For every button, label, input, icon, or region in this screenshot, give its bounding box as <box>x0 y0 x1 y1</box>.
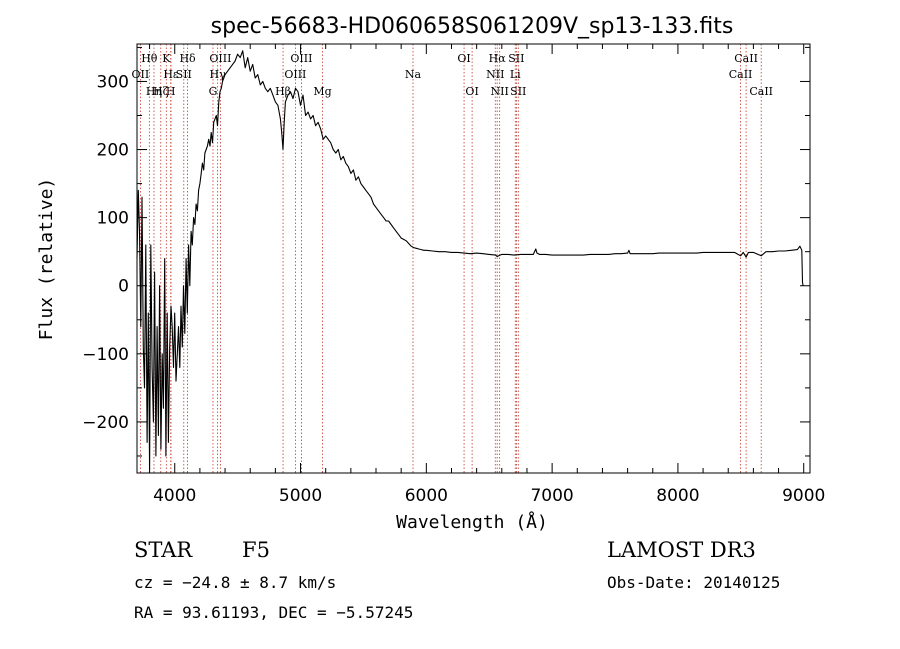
spectrum-line <box>136 50 804 471</box>
line-label-25: CaII <box>729 68 753 81</box>
x-tick-label-3: 7000 <box>530 486 573 506</box>
line-label-2: Hη <box>146 85 162 98</box>
y-tick-label-4: 200 <box>97 141 129 161</box>
spectral-line-labels: OIIHθHηHζKHHεSIIHδGHγOIIIHβOIIIOIIIMgNaO… <box>132 52 773 98</box>
line-label-14: OIII <box>290 52 312 65</box>
line-label-4: K <box>162 52 171 65</box>
line-label-8: Hδ <box>179 52 196 65</box>
line-label-18: OI <box>465 85 478 98</box>
y-tick-label-5: 300 <box>97 72 129 92</box>
line-label-19: NII <box>486 68 504 81</box>
x-tick-label-0: 4000 <box>153 486 196 506</box>
line-label-22: Li <box>510 68 521 81</box>
y-tick-label-0: −200 <box>82 413 129 433</box>
line-label-23: SII <box>508 52 524 65</box>
line-label-21: NII <box>491 85 509 98</box>
spectral-line-markers <box>139 44 762 473</box>
x-tick-label-5: 9000 <box>782 486 825 506</box>
chart-title: spec-56683-HD060658S061209V_sp13-133.fit… <box>211 14 734 39</box>
object-class: STAR <box>134 538 193 562</box>
line-label-10: Hγ <box>210 68 227 81</box>
line-label-27: CaII <box>749 85 773 98</box>
x-axis-label: Wavelength (Å) <box>396 511 548 533</box>
plot-frame <box>136 43 811 474</box>
sky-coordinates: RA = 93.61193, DEC = −5.57245 <box>134 603 414 622</box>
line-label-26: CaII <box>734 52 758 65</box>
line-label-7: SII <box>176 68 192 81</box>
survey-name: LAMOST DR3 <box>607 538 756 562</box>
line-label-16: Na <box>405 68 422 81</box>
redshift-cz: cz = −24.8 ± 8.7 km/s <box>134 573 337 592</box>
line-label-13: OIII <box>284 68 306 81</box>
y-axis-label: Flux (relative) <box>36 178 57 341</box>
y-tick-label-1: −100 <box>82 345 129 365</box>
spectrum-series <box>136 50 804 471</box>
x-tick-label-2: 6000 <box>405 486 448 506</box>
line-label-20: Hα <box>489 52 507 65</box>
y-tick-label-2: 0 <box>118 277 129 297</box>
line-label-6: Hε <box>163 68 179 81</box>
x-tick-label-4: 8000 <box>656 486 699 506</box>
observation-date: Obs-Date: 20140125 <box>607 573 781 592</box>
line-label-15: Mg <box>313 85 331 98</box>
line-label-11: OIII <box>209 52 231 65</box>
line-label-24: SII <box>510 85 526 98</box>
x-tick-label-1: 5000 <box>279 486 322 506</box>
line-label-17: OI <box>457 52 470 65</box>
line-label-0: OII <box>132 68 150 81</box>
line-label-5: H <box>166 85 176 98</box>
axis-ticks: 4000 5000 6000 7000 8000 9000 −200 −100 0 100 200 3… <box>82 44 825 506</box>
line-label-3: Hζ <box>153 85 169 98</box>
plot-axes <box>136 43 811 474</box>
line-label-1: Hθ <box>141 52 158 65</box>
line-label-9: G <box>209 85 218 98</box>
y-tick-label-3: 100 <box>97 209 129 229</box>
spectral-subclass: F5 <box>242 538 270 562</box>
line-label-12: Hβ <box>275 85 291 98</box>
